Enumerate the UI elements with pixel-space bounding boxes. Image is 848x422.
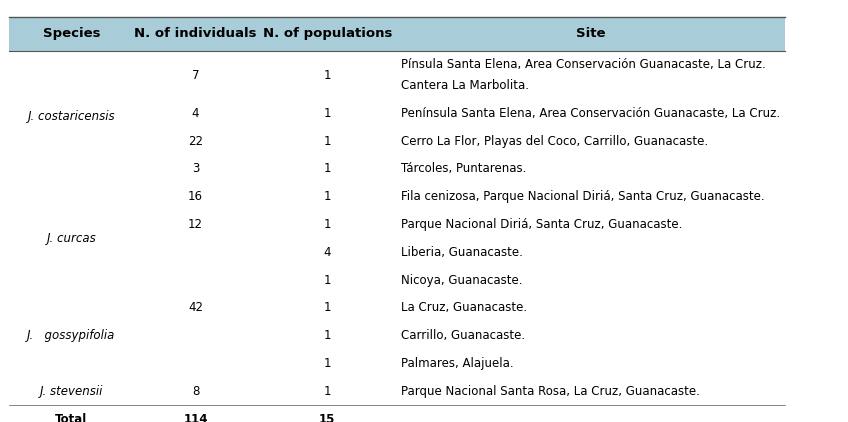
Text: Cerro La Flor, Playas del Coco, Carrillo, Guanacaste.: Cerro La Flor, Playas del Coco, Carrillo… [401,135,708,148]
Text: J. curcas: J. curcas [47,232,96,245]
Text: La Cruz, Guanacaste.: La Cruz, Guanacaste. [401,301,527,314]
Text: 4: 4 [192,107,199,120]
Text: 3: 3 [192,162,199,176]
Text: Liberia, Guanacaste.: Liberia, Guanacaste. [401,246,523,259]
Text: 1: 1 [324,162,331,176]
Text: J. stevensii: J. stevensii [40,385,103,398]
Text: 1: 1 [324,385,331,398]
Text: 4: 4 [324,246,331,259]
Text: 1: 1 [324,135,331,148]
Text: 1: 1 [324,107,331,120]
Text: Parque Nacional Diriá, Santa Cruz, Guanacaste.: Parque Nacional Diriá, Santa Cruz, Guana… [401,218,683,231]
Text: Pínsula Santa Elena, Area Conservación Guanacaste, La Cruz.: Pínsula Santa Elena, Area Conservación G… [401,58,766,71]
Text: 15: 15 [319,413,336,422]
Text: Tárcoles, Puntarenas.: Tárcoles, Puntarenas. [401,162,527,176]
Text: Carrillo, Guanacaste.: Carrillo, Guanacaste. [401,329,525,342]
FancyBboxPatch shape [9,17,785,51]
Text: 22: 22 [188,135,203,148]
Text: 114: 114 [183,413,208,422]
Text: Parque Nacional Santa Rosa, La Cruz, Guanacaste.: Parque Nacional Santa Rosa, La Cruz, Gua… [401,385,700,398]
Text: 8: 8 [192,385,199,398]
Text: 1: 1 [324,69,331,81]
Text: 12: 12 [188,218,203,231]
Text: 42: 42 [188,301,203,314]
Text: J. costaricensis: J. costaricensis [27,110,115,123]
Text: Cantera La Marbolita.: Cantera La Marbolita. [401,79,529,92]
Text: 1: 1 [324,190,331,203]
Text: 1: 1 [324,273,331,287]
Text: Fila cenizosa, Parque Nacional Diriá, Santa Cruz, Guanacaste.: Fila cenizosa, Parque Nacional Diriá, Sa… [401,190,765,203]
Text: 1: 1 [324,357,331,370]
Text: Península Santa Elena, Area Conservación Guanacaste, La Cruz.: Península Santa Elena, Area Conservación… [401,107,780,120]
Text: Site: Site [577,27,605,41]
Text: 1: 1 [324,218,331,231]
Text: 7: 7 [192,69,199,81]
Text: N. of individuals: N. of individuals [134,27,257,41]
Text: J.   gossypifolia: J. gossypifolia [27,329,115,342]
Text: 1: 1 [324,329,331,342]
Text: Total: Total [55,413,87,422]
Text: Nicoya, Guanacaste.: Nicoya, Guanacaste. [401,273,522,287]
Text: 16: 16 [188,190,203,203]
Text: Palmares, Alajuela.: Palmares, Alajuela. [401,357,514,370]
Text: 1: 1 [324,301,331,314]
Text: Species: Species [42,27,100,41]
Text: N. of populations: N. of populations [263,27,392,41]
